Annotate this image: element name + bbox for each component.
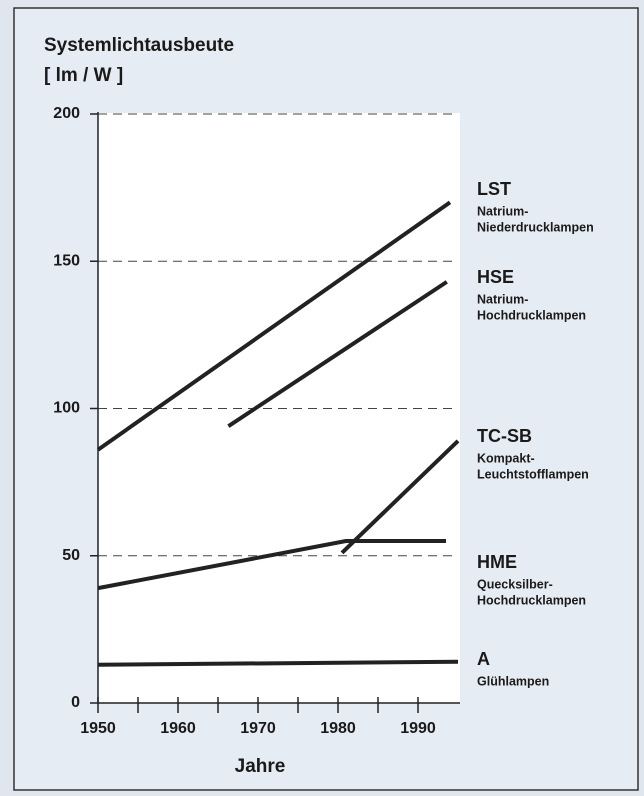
series-description: Natrium- bbox=[477, 292, 528, 306]
x-tick-label: 1960 bbox=[160, 720, 196, 737]
y-tick-label: 100 bbox=[53, 400, 80, 417]
x-tick-label: 1990 bbox=[400, 720, 436, 737]
series-description: Hochdrucklampen bbox=[477, 308, 586, 322]
chart-title: Systemlichtausbeute bbox=[44, 35, 234, 56]
series-line bbox=[96, 200, 452, 452]
series-line bbox=[97, 659, 459, 667]
x-tick-label: 1980 bbox=[320, 720, 356, 737]
y-tick-label: 150 bbox=[53, 252, 80, 269]
series-label: A bbox=[477, 649, 490, 669]
x-tick-label: 1970 bbox=[240, 720, 276, 737]
series-label: HME bbox=[477, 552, 517, 572]
series-label: HSE bbox=[477, 267, 514, 287]
series-description: Glühlampen bbox=[477, 674, 549, 688]
series-description: Niederdrucklampen bbox=[477, 220, 594, 234]
y-tick-label: 0 bbox=[71, 694, 80, 711]
series-description: Quecksilber- bbox=[477, 577, 553, 591]
series-description: Natrium- bbox=[477, 204, 528, 218]
series-line bbox=[97, 539, 446, 591]
series-description: Leuchtstofflampen bbox=[477, 467, 589, 481]
y-tick-label: 200 bbox=[53, 105, 80, 122]
series-label: TC-SB bbox=[477, 426, 532, 446]
x-tick-label: 1950 bbox=[80, 720, 116, 737]
y-axis-label: [ lm / W ] bbox=[44, 65, 123, 86]
y-tick-label: 50 bbox=[62, 547, 80, 564]
series-line bbox=[340, 439, 460, 555]
series-label: LST bbox=[477, 179, 511, 199]
series-description: Hochdrucklampen bbox=[477, 593, 586, 607]
series-line bbox=[227, 280, 448, 428]
series-description: Kompakt- bbox=[477, 451, 535, 465]
x-axis-label: Jahre bbox=[235, 756, 286, 777]
